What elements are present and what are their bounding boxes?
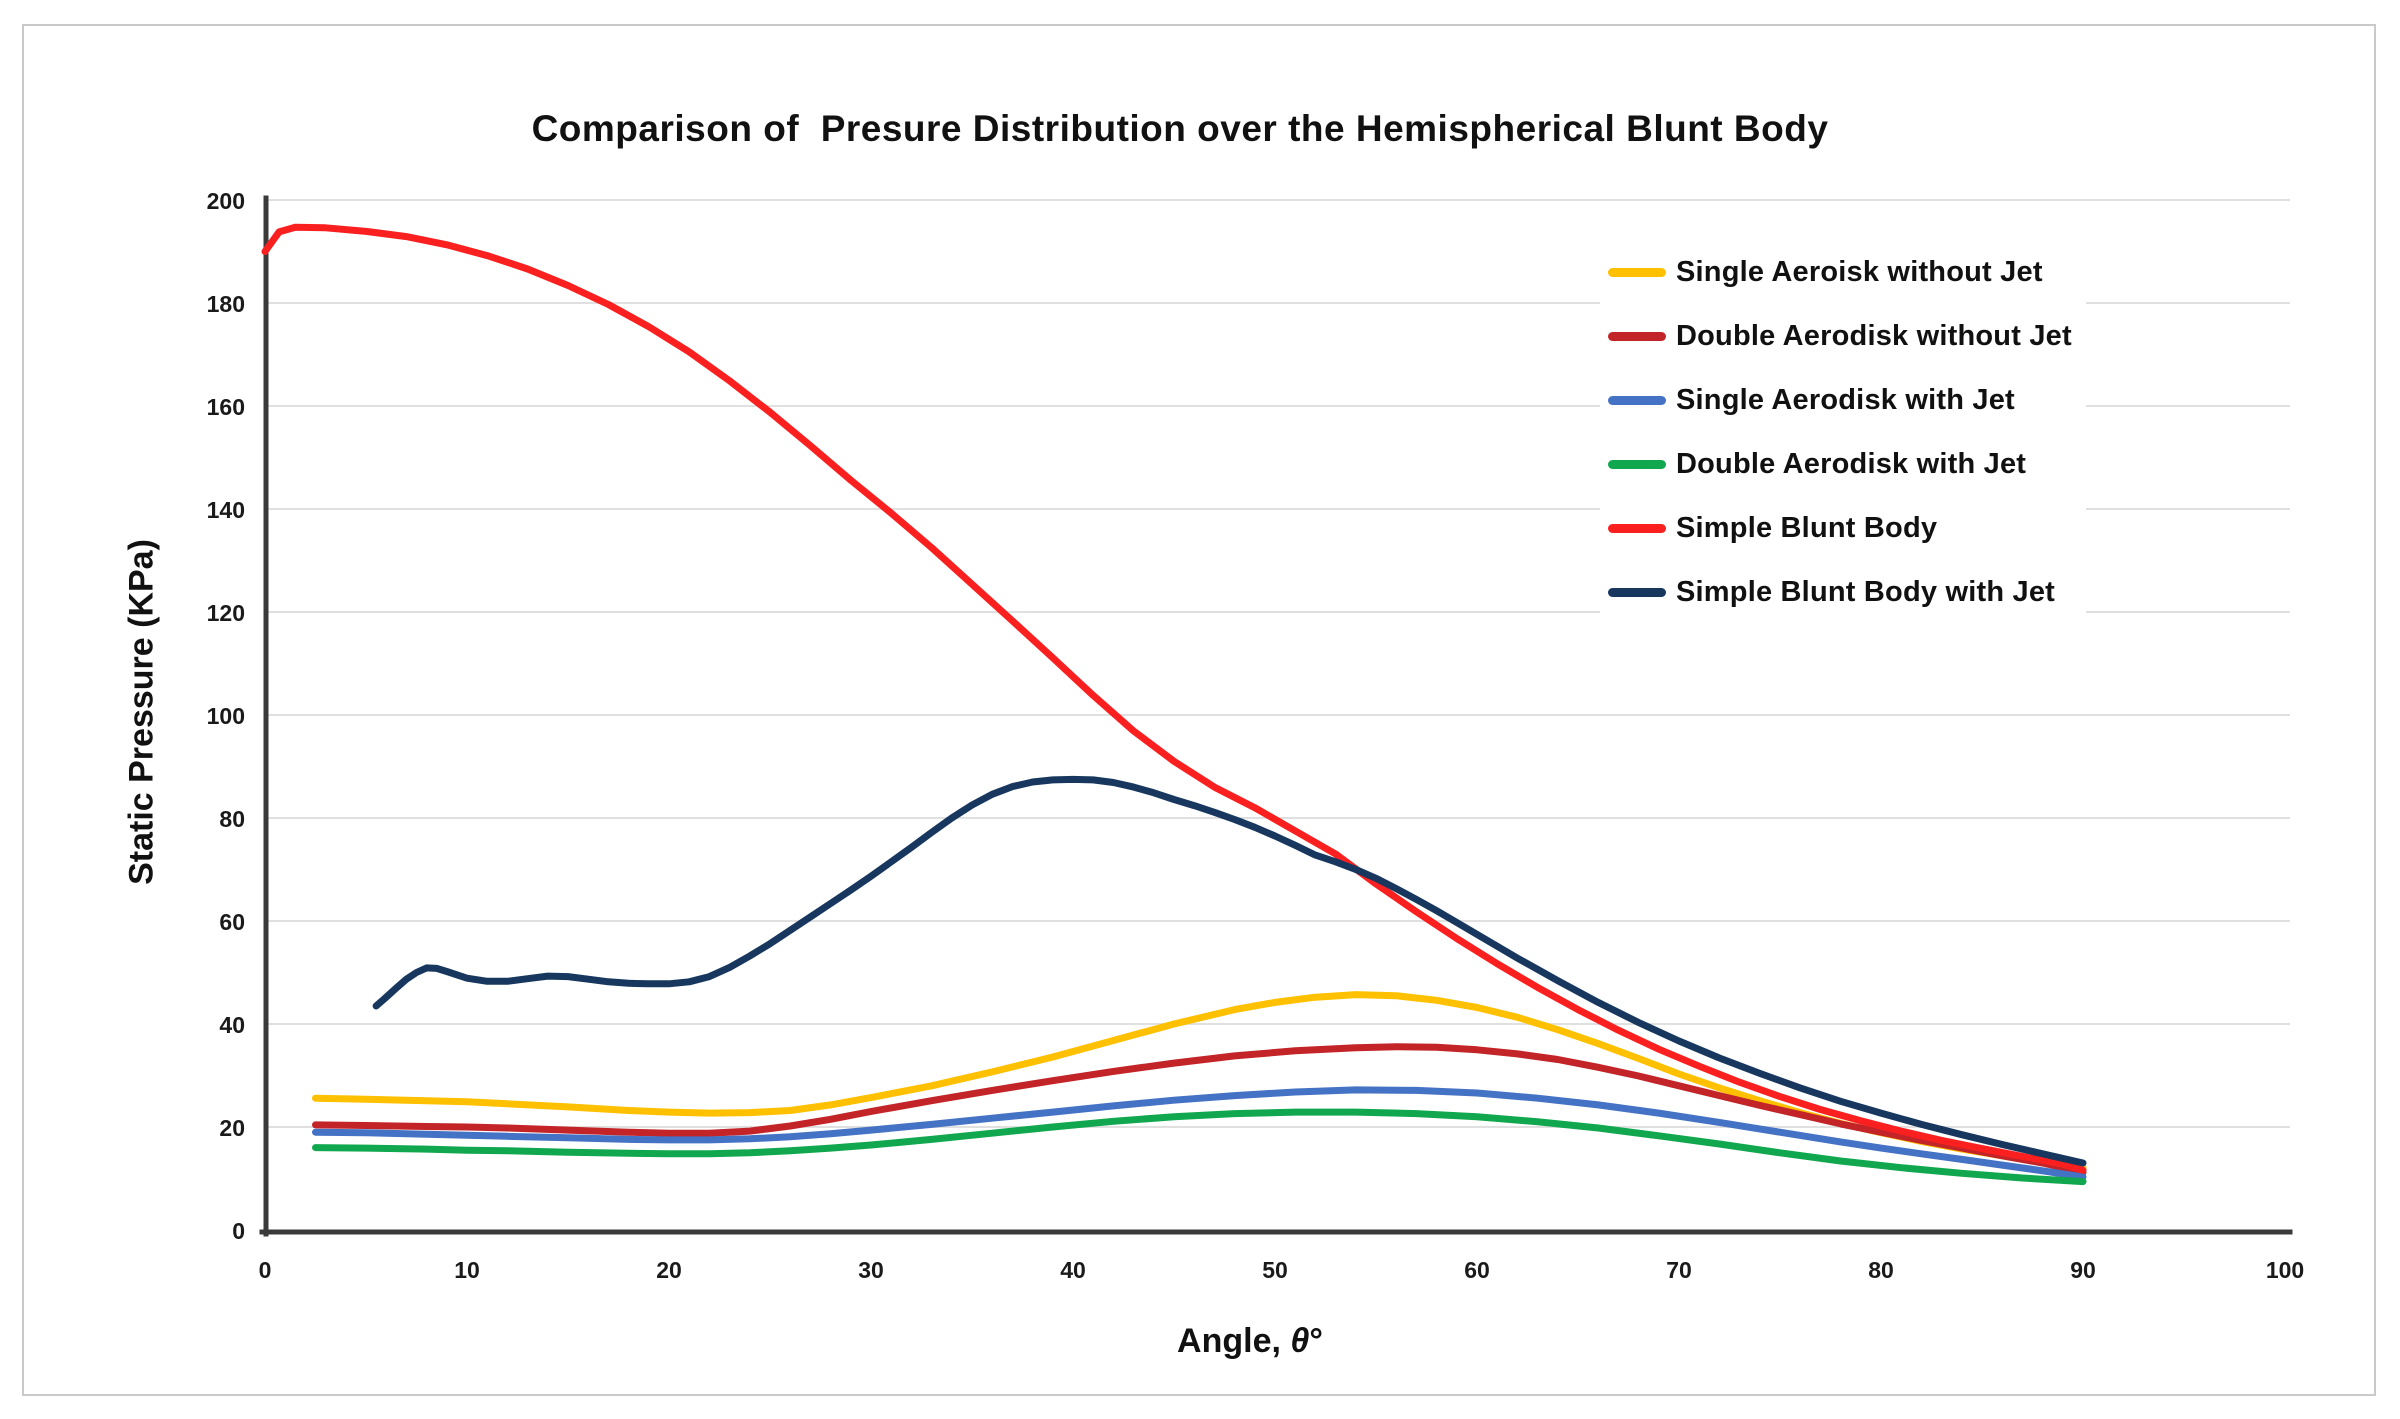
y-tick-label: 140 — [207, 497, 245, 523]
y-tick-label: 180 — [207, 291, 245, 317]
legend-swatch — [1608, 459, 1666, 469]
legend-item: Double Aerodisk with Jet — [1600, 432, 2086, 496]
legend-label: Single Aerodisk with Jet — [1676, 383, 2015, 416]
legend-item: Simple Blunt Body — [1600, 496, 2086, 560]
series-line-simple-blunt-body-with-jet — [372, 775, 2087, 1167]
x-tick-label: 90 — [2070, 1257, 2096, 1283]
legend-label: Simple Blunt Body — [1676, 511, 1938, 544]
series-line-double-aerodisk-with-jet — [312, 1108, 2087, 1186]
series-line-simple-blunt-body — [261, 223, 2087, 1174]
x-axis-title: Angle, θ° — [850, 1322, 1650, 1361]
y-tick-label: 100 — [207, 703, 245, 729]
x-tick-label: 0 — [259, 1257, 272, 1283]
legend-item: Single Aerodisk with Jet — [1600, 368, 2086, 432]
degree-symbol: ° — [1309, 1322, 1323, 1360]
x-tick-label: 70 — [1666, 1257, 1692, 1283]
legend-swatch — [1608, 331, 1666, 341]
y-tick-label: 160 — [207, 394, 245, 420]
legend-swatch — [1608, 587, 1666, 597]
y-tick-label: 200 — [207, 188, 245, 214]
legend-item: Single Aeroisk without Jet — [1600, 240, 2086, 304]
y-tick-label: 80 — [219, 806, 245, 832]
legend-swatch — [1608, 267, 1666, 277]
y-tick-label: 120 — [207, 600, 245, 626]
legend-swatch — [1608, 523, 1666, 533]
x-tick-label: 60 — [1464, 1257, 1490, 1283]
legend-label: Double Aerodisk with Jet — [1676, 447, 2027, 480]
x-tick-label: 40 — [1060, 1257, 1086, 1283]
x-tick-label: 50 — [1262, 1257, 1288, 1283]
y-tick-label: 40 — [219, 1012, 245, 1038]
x-tick-label: 30 — [858, 1257, 884, 1283]
legend-label: Simple Blunt Body with Jet — [1676, 575, 2055, 608]
chart-title: Comparison of Presure Distribution over … — [531, 108, 1829, 149]
legend: Single Aeroisk without Jet Double Aerodis… — [1600, 240, 2086, 624]
legend-item: Double Aerodisk without Jet — [1600, 304, 2086, 368]
x-tick-label: 100 — [2266, 1257, 2304, 1283]
y-tick-label: 20 — [219, 1115, 245, 1141]
x-axis-title-text: Angle, — [1177, 1322, 1291, 1360]
legend-label: Single Aeroisk without Jet — [1676, 255, 2043, 288]
y-tick-label: 60 — [219, 909, 245, 935]
y-tick-label: 0 — [232, 1218, 245, 1244]
legend-swatch — [1608, 395, 1666, 405]
x-tick-label: 80 — [1868, 1257, 1894, 1283]
y-axis-title: Static Pressure (KPa) — [122, 539, 161, 885]
series-line-single-aerodisk-with-jet — [312, 1086, 2087, 1181]
x-tick-label: 20 — [656, 1257, 682, 1283]
legend-label: Double Aerodisk without Jet — [1676, 319, 2072, 352]
theta-symbol: θ — [1290, 1322, 1310, 1360]
x-tick-label: 10 — [454, 1257, 480, 1283]
legend-item: Simple Blunt Body with Jet — [1600, 560, 2086, 624]
series-line-double-aerodisk-without-jet — [312, 1043, 2087, 1176]
